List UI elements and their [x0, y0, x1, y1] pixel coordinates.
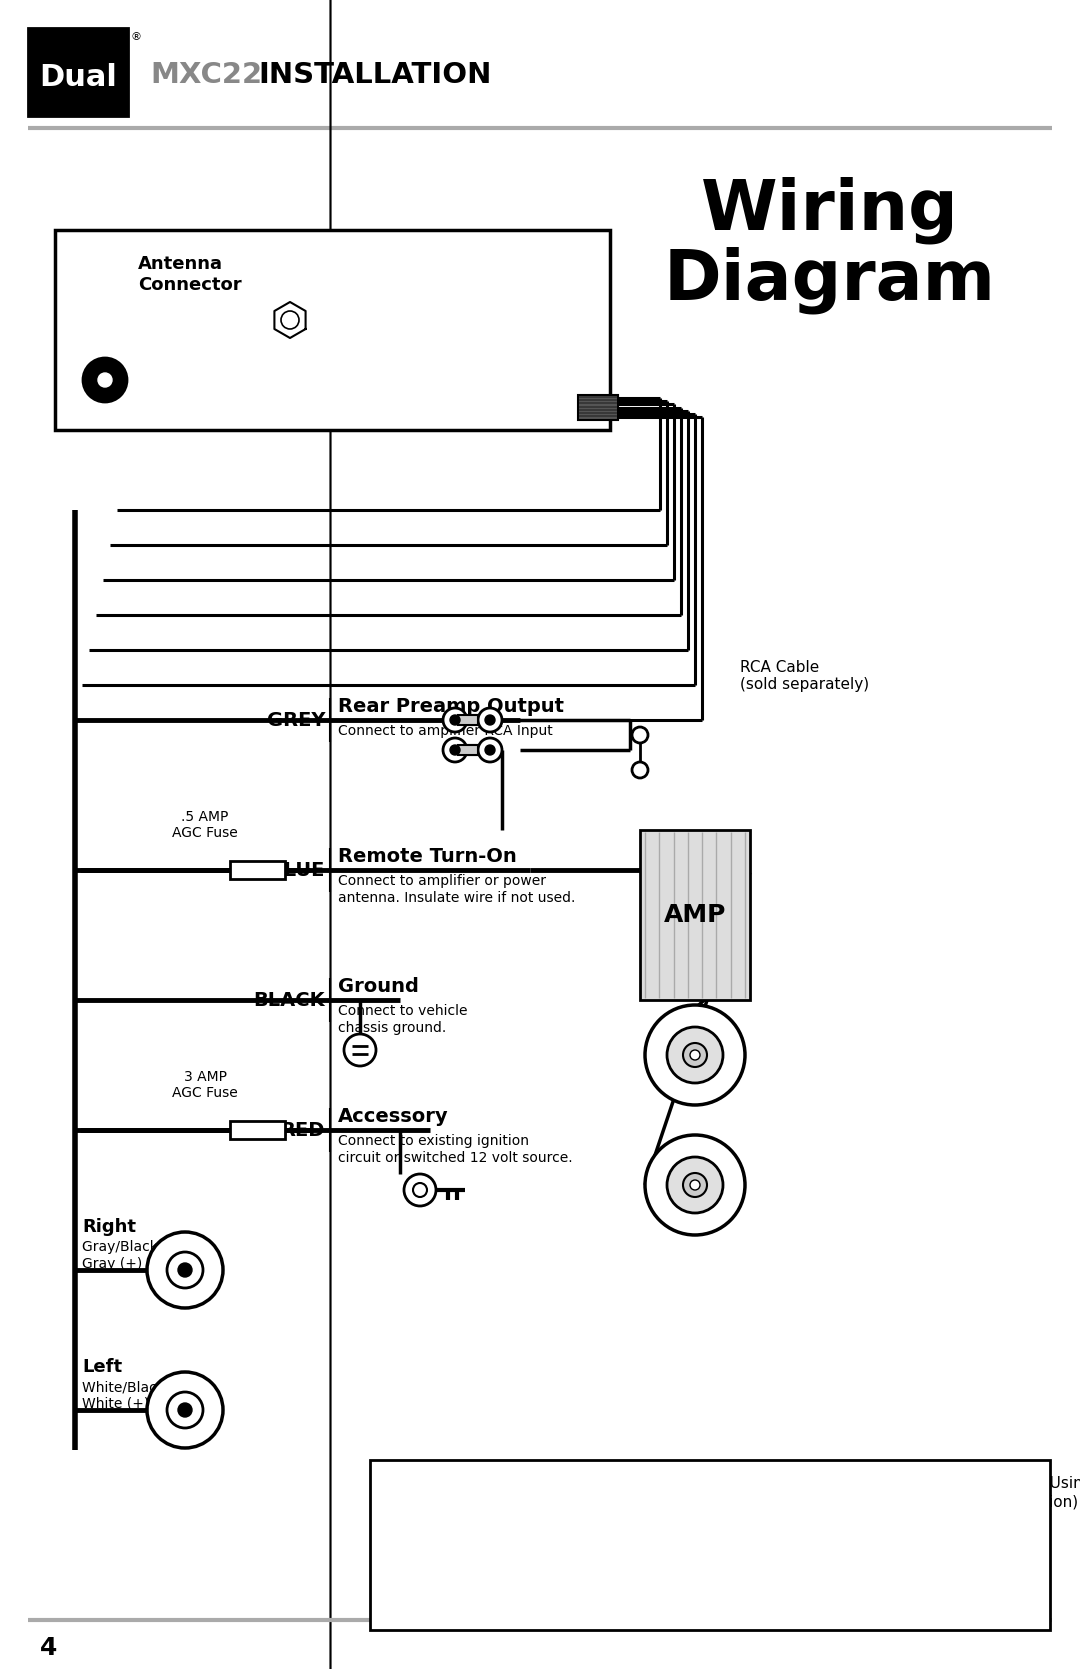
Circle shape	[83, 357, 127, 402]
Bar	[467, 714, 487, 724]
Text: Connect to existing ignition
circuit or switched 12 volt source.: Connect to existing ignition circuit or …	[338, 1133, 572, 1165]
Circle shape	[178, 1263, 192, 1277]
Circle shape	[98, 372, 112, 387]
Circle shape	[645, 1005, 745, 1105]
Circle shape	[667, 1157, 723, 1213]
Text: Dual: Dual	[39, 63, 117, 92]
Bar	[467, 744, 487, 754]
Circle shape	[690, 1050, 700, 1060]
Text: .5 AMP
AGC Fuse: .5 AMP AGC Fuse	[172, 809, 238, 840]
Text: Connect to amplifier RCA Input: Connect to amplifier RCA Input	[338, 724, 553, 738]
Text: AMP: AMP	[664, 903, 726, 926]
Text: Accessory: Accessory	[338, 1107, 448, 1127]
Text: MXC22: MXC22	[150, 62, 262, 88]
Text: RED: RED	[281, 1120, 325, 1140]
Circle shape	[413, 1183, 427, 1197]
Text: BLUE: BLUE	[270, 861, 325, 880]
Circle shape	[632, 728, 648, 743]
Circle shape	[178, 1404, 192, 1417]
Circle shape	[683, 1173, 707, 1197]
Bar	[230, 861, 285, 880]
Circle shape	[632, 763, 648, 778]
Circle shape	[443, 738, 467, 763]
Text: ®: ®	[130, 32, 141, 42]
Text: Antenna
Connector: Antenna Connector	[138, 255, 242, 294]
Text: GREY: GREY	[267, 711, 325, 729]
Circle shape	[281, 310, 299, 329]
Text: Wiring: Wiring	[701, 177, 959, 244]
Circle shape	[478, 708, 502, 733]
Bar	[230, 1122, 285, 1138]
Text: Rear Preamp Output: Rear Preamp Output	[338, 698, 564, 716]
Text: When replacing fuses, make sure new fuse is the correct type and amperage. Using: When replacing fuses, make sure new fuse…	[444, 1475, 1080, 1529]
Text: Ground: Ground	[338, 976, 419, 996]
Text: Connect to amplifier or power
antenna. Insulate wire if not used.: Connect to amplifier or power antenna. I…	[338, 875, 576, 905]
Text: RCA Cable
(sold separately): RCA Cable (sold separately)	[740, 659, 869, 693]
Circle shape	[667, 1026, 723, 1083]
Text: 3 AMP
AGC Fuse: 3 AMP AGC Fuse	[172, 1070, 238, 1100]
Text: Remote Turn-On: Remote Turn-On	[338, 846, 516, 866]
Circle shape	[167, 1392, 203, 1429]
Bar	[640, 829, 750, 1000]
Circle shape	[147, 1372, 222, 1449]
Text: White/Black (-)
White (+): White/Black (-) White (+)	[82, 1380, 185, 1410]
Circle shape	[443, 708, 467, 733]
Circle shape	[690, 1180, 700, 1190]
Bar	[28, 28, 129, 117]
Circle shape	[645, 1135, 745, 1235]
Circle shape	[683, 1043, 707, 1066]
Text: Right: Right	[82, 1218, 136, 1237]
Circle shape	[485, 744, 495, 754]
Text: 4: 4	[40, 1636, 57, 1661]
Bar	[458, 744, 478, 754]
Circle shape	[485, 714, 495, 724]
Circle shape	[478, 738, 502, 763]
Bar	[55, 230, 610, 431]
Text: Left: Left	[82, 1359, 122, 1375]
Circle shape	[167, 1252, 203, 1288]
Circle shape	[450, 744, 460, 754]
Text: INSTALLATION: INSTALLATION	[258, 62, 491, 88]
Bar	[578, 396, 618, 421]
Text: BLACK: BLACK	[254, 990, 325, 1010]
Text: Gray/Black (-)
Gray (+): Gray/Black (-) Gray (+)	[82, 1240, 178, 1270]
Text: FUSES: FUSES	[382, 1475, 453, 1495]
Text: Connect to vehicle
chassis ground.: Connect to vehicle chassis ground.	[338, 1005, 468, 1035]
Circle shape	[450, 714, 460, 724]
Text: Diagram: Diagram	[664, 247, 996, 314]
Circle shape	[345, 1035, 376, 1066]
Bar	[370, 1460, 1050, 1631]
Circle shape	[404, 1173, 436, 1207]
Circle shape	[147, 1232, 222, 1308]
Bar	[458, 714, 478, 724]
